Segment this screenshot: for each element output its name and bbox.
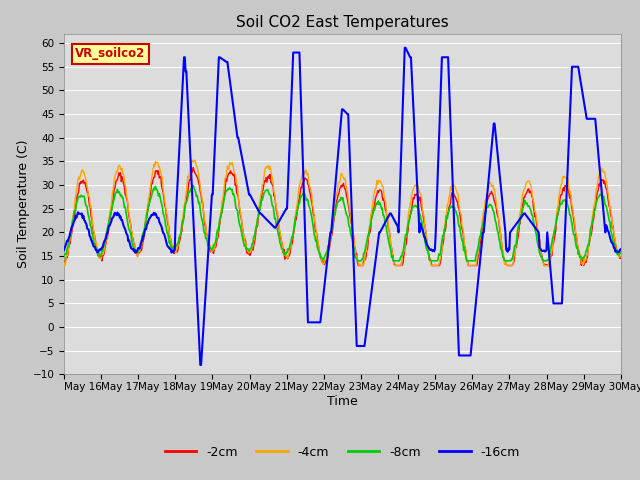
Legend: -2cm, -4cm, -8cm, -16cm: -2cm, -4cm, -8cm, -16cm: [160, 441, 525, 464]
-16cm: [412, 150, 419, 156]
-2cm: [127, 227, 135, 233]
-4cm: [617, 254, 625, 260]
-8cm: [428, 258, 436, 264]
Title: Soil CO2 East Temperatures: Soil CO2 East Temperatures: [236, 15, 449, 30]
-8cm: [70, 208, 78, 214]
-16cm: [60, 247, 68, 253]
-8cm: [617, 250, 625, 255]
-16cm: [214, 72, 222, 77]
-16cm: [617, 246, 625, 252]
-4cm: [185, 174, 193, 180]
-2cm: [189, 165, 197, 170]
-2cm: [214, 234, 222, 240]
-8cm: [214, 228, 222, 234]
Line: -2cm: -2cm: [64, 168, 621, 265]
-16cm: [401, 45, 408, 51]
-4cm: [71, 198, 79, 204]
-16cm: [184, 101, 192, 107]
-8cm: [354, 258, 362, 264]
-2cm: [355, 263, 363, 268]
-4cm: [188, 157, 196, 163]
Line: -16cm: -16cm: [64, 48, 621, 365]
-4cm: [428, 263, 436, 268]
-16cm: [70, 218, 78, 224]
-2cm: [184, 189, 192, 195]
-8cm: [60, 253, 68, 259]
Line: -8cm: -8cm: [64, 185, 621, 261]
-16cm: [428, 247, 436, 253]
-16cm: [196, 362, 204, 368]
-4cm: [215, 221, 223, 227]
-2cm: [412, 192, 419, 198]
-16cm: [127, 246, 135, 252]
-8cm: [184, 193, 192, 199]
-2cm: [428, 263, 436, 268]
Line: -4cm: -4cm: [64, 160, 621, 265]
-4cm: [61, 263, 68, 268]
-8cm: [127, 235, 135, 240]
-8cm: [412, 203, 419, 208]
-2cm: [617, 255, 625, 261]
-4cm: [128, 229, 136, 235]
Y-axis label: Soil Temperature (C): Soil Temperature (C): [17, 140, 29, 268]
-2cm: [60, 259, 68, 265]
-4cm: [60, 260, 68, 265]
-2cm: [70, 217, 78, 223]
Text: VR_soilco2: VR_soilco2: [75, 48, 145, 60]
-4cm: [412, 183, 419, 189]
-8cm: [189, 182, 197, 188]
X-axis label: Time: Time: [327, 395, 358, 408]
